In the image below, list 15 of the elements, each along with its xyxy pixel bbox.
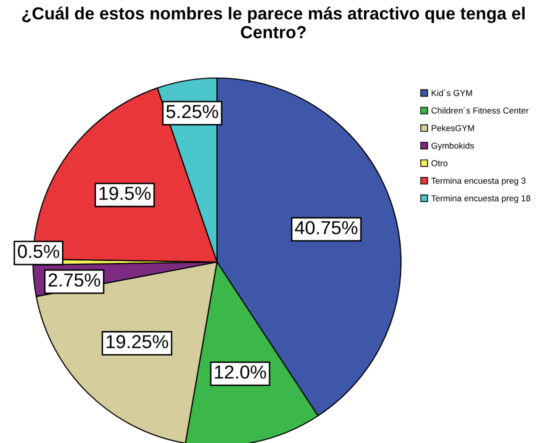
legend-label: Gymbokids <box>432 142 474 150</box>
legend-label: Otro <box>431 160 448 166</box>
legend-label: Termina encuesta preg 3 <box>431 177 526 186</box>
data-label: 40.75% <box>294 221 358 234</box>
data-label: 2.75% <box>48 273 100 287</box>
data-label: 0.5% <box>18 244 60 258</box>
legend-label: Termina encuesta preg 18 <box>431 195 530 204</box>
data-label: 5.25% <box>166 104 218 118</box>
legend-label: Children´s Fitness Center <box>432 107 529 114</box>
data-label: 19.25% <box>106 335 168 348</box>
legend-label: Kid´s GYM <box>432 90 472 96</box>
data-label: 12.0% <box>214 365 266 379</box>
legend-label: PekesGYM <box>432 124 474 132</box>
chart-title: ¿Cuál de estos nombres le parece más atractivo que tenga el Centro? <box>22 6 525 38</box>
data-label: 19.5% <box>100 186 151 200</box>
